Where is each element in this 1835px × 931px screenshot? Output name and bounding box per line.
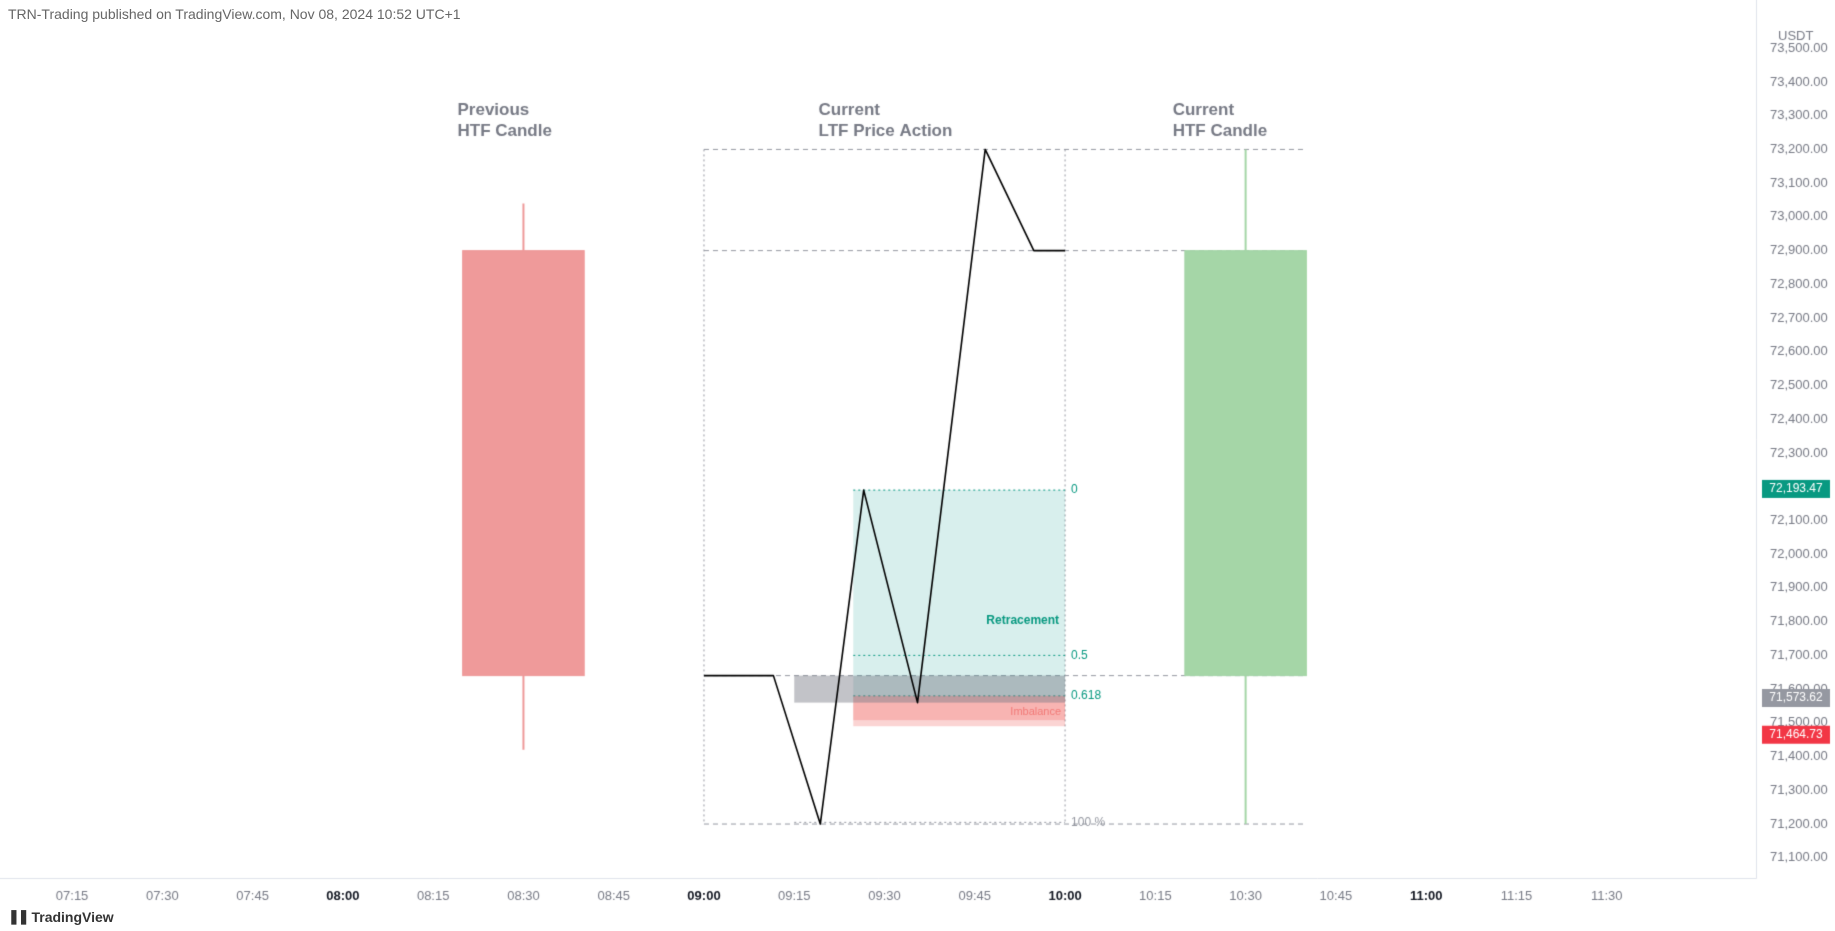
- brand-label: TradingView: [31, 909, 113, 925]
- tradingview-brand: ❚❚ TradingView: [8, 908, 114, 925]
- tradingview-logo-icon: ❚❚: [8, 908, 27, 925]
- publish-info: TRN-Trading published on TradingView.com…: [8, 6, 461, 22]
- price-chart-canvas[interactable]: [0, 0, 1835, 931]
